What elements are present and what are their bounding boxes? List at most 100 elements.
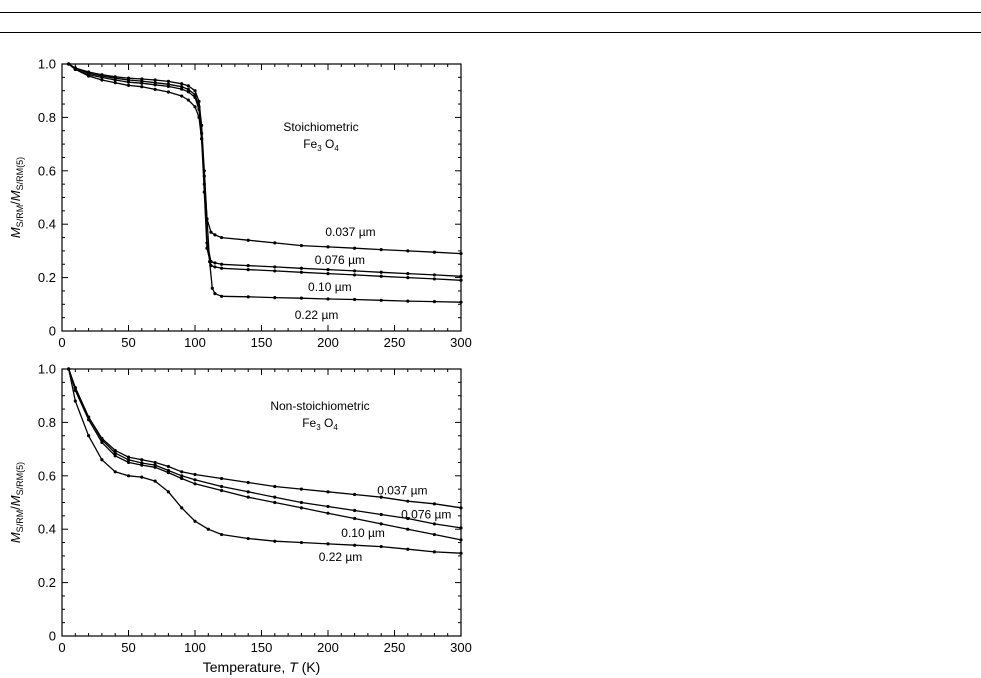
chart-1-series-2-point <box>180 85 184 89</box>
chart-2-series-4-point <box>206 527 210 531</box>
chart-2-series-2-point <box>299 500 303 505</box>
header-rule <box>0 32 981 33</box>
chart-1-series-3-point <box>326 271 330 276</box>
chart-2-y-tick-label: 0.4 <box>38 522 56 537</box>
chart-2-series-1-point <box>459 506 463 510</box>
chart-2-series-3-point <box>100 440 104 445</box>
chart-2-series-3-point <box>126 460 131 465</box>
chart-2-series-1-point <box>220 476 224 481</box>
chart-1-series-4-point <box>73 67 77 71</box>
chart-1-series-2-point <box>186 87 190 91</box>
chart-1-series-4-point <box>140 85 144 89</box>
chart-2-series-3-point <box>153 465 157 469</box>
chart-1-series-2-point <box>299 266 303 270</box>
chart-1-series-3-point <box>299 270 303 274</box>
chart-1-series-4-point <box>186 98 190 102</box>
chart-2-series-4-point <box>113 470 117 474</box>
chart-1-series-1-point <box>209 230 213 234</box>
chart-2-y-axis-label: MS/RM/MS/RM(5) <box>8 462 25 543</box>
chart-1-series-1-point <box>193 89 197 93</box>
chart-2-series-4-point <box>166 490 170 494</box>
chart-1-series-3-point <box>432 277 436 281</box>
chart-1-series-4-point <box>205 217 209 221</box>
chart-2-x-axis-label: Temperature, T (K) <box>203 659 321 675</box>
chart-1-series-3-point <box>353 273 357 277</box>
chart-2-series-4-point <box>379 544 383 549</box>
chart-2-y-tick-label: 0.6 <box>38 468 56 483</box>
chart-1-annotation-formula: Fe3 O4 <box>303 137 339 153</box>
chart-1-series-4-point <box>406 299 410 303</box>
chart-1-series-1-point <box>186 84 190 88</box>
chart-2-y-tick-label: 0 <box>49 629 56 644</box>
chart-2-curve-label-4: 0.22 µm <box>319 550 363 564</box>
chart-1-curve-label-3: 0.10 µm <box>308 280 352 294</box>
chart-1-y-axis-label: MS/RM/MS/RM(5) <box>8 157 25 238</box>
chart-1-series-3-point <box>197 107 201 111</box>
chart-1-series-4-point <box>200 137 204 141</box>
chart-1-series-1-point <box>166 79 170 83</box>
chart-2-series-4-point <box>100 458 104 462</box>
chart-2-series-1-point <box>379 495 383 499</box>
chart-2-series-2-point <box>353 508 357 513</box>
chart-2-series-4-point <box>326 542 330 546</box>
chart-2-series-3-point <box>432 532 436 537</box>
chart-1-series-2-point <box>432 273 436 277</box>
chart-1-series-4-point <box>273 296 277 300</box>
chart-1-series-4-point <box>326 297 330 301</box>
chart-1-series-1-point <box>353 246 357 250</box>
chart-2-x-tick-label: 250 <box>384 640 406 655</box>
chart-1-series-1-point <box>459 251 463 256</box>
chart-1-series-1-point <box>273 241 277 245</box>
chart-1-series-3-point <box>193 95 197 99</box>
chart-1-series-1-point <box>379 247 383 252</box>
chart-1: 0 50 100 150 200 250 300 0 0.2 0.4 0.6 0.8 1.0 MS/RM/… <box>8 57 472 351</box>
chart-1-series-4-point <box>353 297 357 302</box>
chart-2-series-3-point <box>193 482 197 486</box>
chart-1-series-line-1 <box>68 63 462 255</box>
chart-1-series-3-point <box>166 84 170 89</box>
chart-1-series-2-point <box>193 93 197 97</box>
chart-2-series-2-point <box>379 512 383 517</box>
chart-2-series-3-point <box>406 527 410 531</box>
chart-1-series-3-point <box>246 267 250 272</box>
chart-1-series-3-point <box>153 83 157 87</box>
chart-1-series-4-point <box>153 87 157 91</box>
chart-2-x-tick-label: 0 <box>58 640 65 655</box>
chart-2-series-4-point <box>73 399 77 403</box>
chart-1-series-1-point <box>213 233 217 237</box>
chart-2-series-2-point <box>432 522 436 526</box>
chart-1-series-2-point <box>406 271 410 276</box>
chart-2-series-1-point <box>246 480 250 485</box>
chart-2-series-1-point <box>180 470 184 474</box>
chart-1-series-1-point <box>180 82 184 86</box>
chart-1-series-2-point <box>326 267 330 272</box>
chart-2-series-2-point <box>273 495 277 499</box>
chart-2-series-3-point <box>459 538 463 542</box>
chart-1-series-4-point <box>180 94 184 98</box>
chart-1-curve-label-4: 0.22 µm <box>295 308 339 322</box>
chart-1-series-4-point <box>202 174 206 178</box>
chart-1-series-4-point <box>432 300 436 304</box>
chart-2-series-1-point <box>299 487 303 491</box>
chart-1-series-2-point <box>459 274 463 278</box>
chart-1-series-1-point <box>326 245 330 249</box>
chart-2-series-2-point <box>113 451 117 455</box>
chart-1-series-3-point <box>140 81 144 85</box>
chart-2-series-3-point <box>73 388 77 392</box>
chart-1-series-4-point <box>210 286 214 290</box>
chart-2-series-4-point <box>406 547 410 551</box>
chart-2-series-3-point <box>113 454 117 458</box>
chart-2-annotation-title: Non-stoichiometric <box>270 399 369 413</box>
chart-1-x-tick-label: 100 <box>184 335 206 350</box>
chart-1-series-4-point <box>299 296 303 300</box>
chart-2-series-4-point <box>126 474 131 478</box>
chart-1-series-4-point <box>213 292 217 296</box>
chart-1-series-3-point <box>213 265 217 269</box>
chart-1-series-1-point <box>246 238 250 242</box>
chart-1-series-2-point <box>379 270 383 274</box>
chart-1-series-1-point <box>153 78 157 82</box>
chart-2-y-tick-label: 0.2 <box>38 575 56 590</box>
chart-2-series-1-point <box>166 464 170 469</box>
chart-2-series-1-point <box>273 484 277 489</box>
